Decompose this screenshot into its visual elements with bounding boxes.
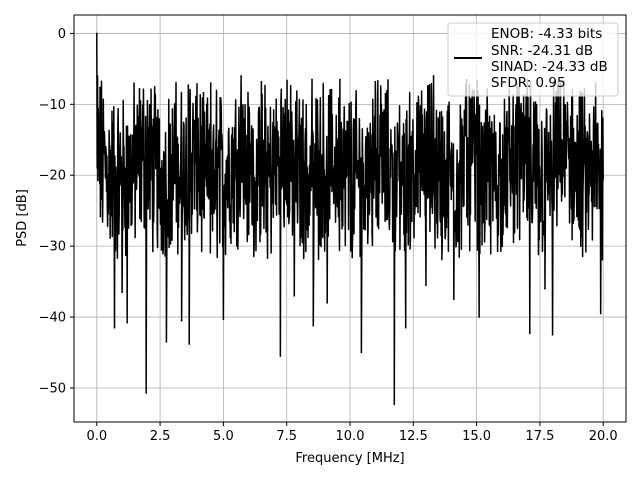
psd-data-point [311,78,313,81]
psd-data-point [113,326,116,329]
psd-data-point [453,298,455,301]
psd-data-point [360,351,363,354]
x-tick-label: 7.5 [276,429,297,444]
psd-data-point [209,82,212,84]
psd-data-point [312,324,315,327]
y-tick-label: −40 [39,311,66,326]
x-tick-label: 10.0 [336,429,365,444]
psd-data-point [326,302,329,304]
psd-data-point [551,333,554,336]
x-tick-label: 5.0 [213,429,234,444]
psd-data-point [188,343,191,345]
psd-data-point [293,294,296,297]
psd-data-point [544,287,546,290]
legend: ENOB: -4.33 bits SNR: -24.31 dB SINAD: -… [447,22,619,97]
x-axis-label: Frequency [MHz] [295,451,404,466]
legend-entry-sinad: SINAD: -24.33 dB [491,59,608,75]
psd-data-point [279,355,282,357]
x-tick-label: 17.5 [525,429,554,444]
psd-data-point [222,318,225,320]
psd-series-line [96,33,604,406]
psd-data-point [599,312,602,315]
y-tick-label: −30 [39,240,66,255]
x-tick-label: 2.5 [150,429,171,444]
psd-data-point [95,32,98,35]
psd-data-point [374,80,377,83]
y-tick-label: 0 [58,27,66,42]
y-axis-ticks: 0 −10 −20 −30 −40 −50 [39,27,74,396]
y-axis-label: PSD [dB] [15,189,30,247]
y-tick-label: −50 [39,381,66,396]
psd-data-point [404,326,407,329]
psd-trace-layer [95,32,604,406]
x-tick-label: 15.0 [462,429,491,444]
psd-data-point [240,75,242,77]
x-tick-label: 12.5 [399,429,428,444]
psd-data-point [425,284,427,286]
legend-box [447,22,619,97]
psd-data-point [339,78,341,81]
legend-entry-snr: SNR: -24.31 dB [491,43,593,59]
psd-data-point [126,321,128,324]
legend-entry-enob: ENOB: -4.33 bits [491,26,602,42]
legend-entry-sfdr: SFDR: 0.95 [491,75,566,91]
psd-data-point [121,291,123,294]
psd-data-point [432,75,435,77]
psd-data-point [146,99,149,102]
y-tick-label: −10 [39,98,66,113]
psd-data-point [478,316,480,318]
x-tick-label: 20.0 [589,429,618,444]
psd-data-point [180,319,183,322]
psd-data-point [528,332,531,335]
x-tick-label: 0.0 [86,429,107,444]
x-axis-ticks: 0.0 2.5 5.0 7.5 10.0 12.5 15.0 17.5 20.0 [86,422,618,444]
psd-data-point [165,341,168,343]
y-tick-label: −20 [39,169,66,184]
psd-data-point [393,403,396,406]
psd-data-point [260,80,263,83]
psd-data-point [145,392,147,394]
